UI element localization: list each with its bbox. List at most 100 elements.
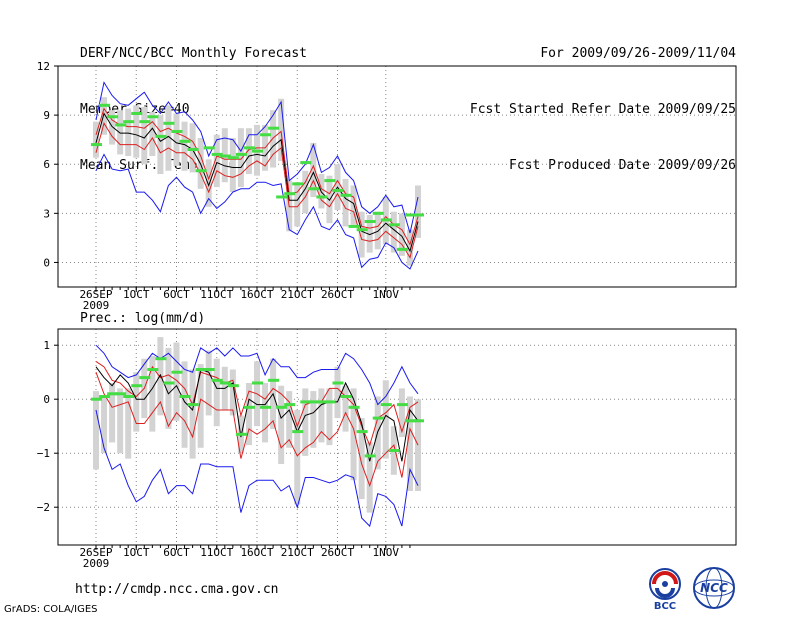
temp-median-marker [356, 228, 368, 232]
prec-median-marker [413, 419, 424, 423]
temp-xtick-label: 21OCT [281, 288, 314, 301]
prec-plot-frame [57, 328, 737, 546]
prec-ytick-label: −2 [37, 501, 50, 514]
temp-median-marker [243, 146, 255, 150]
prec-range-bar [181, 361, 188, 448]
temp-median-marker [163, 121, 175, 125]
temp-xtick-label: 16OCT [240, 288, 273, 301]
temp-range-bar [213, 134, 220, 188]
temp-median-marker [187, 147, 199, 151]
prec-median-marker [219, 381, 231, 385]
prec-median-marker [99, 395, 111, 398]
prec-range-bar [326, 388, 333, 446]
prec-range-bar [334, 366, 341, 419]
prec-median-marker [388, 449, 400, 452]
prec-median-marker [284, 403, 296, 407]
temp-xtick-label: 26OCT [321, 288, 354, 301]
temp-range-bar [101, 97, 108, 135]
prec-xtick-label: 6OCT [163, 546, 190, 559]
prec-median-marker [268, 378, 280, 382]
temp-median-marker [131, 111, 143, 115]
prec-median-marker [324, 400, 336, 404]
prec-lower-line [95, 372, 419, 488]
temp-range-bar [278, 98, 285, 161]
prec-range-bar [406, 396, 413, 491]
temp-median-marker [147, 115, 159, 119]
prec-median-marker [211, 378, 223, 382]
temp-range-bar [342, 178, 349, 227]
temp-range-bar [125, 108, 132, 157]
temp-median-marker [235, 152, 247, 156]
prec-range-bar [229, 369, 236, 416]
header-right: For 2009/09/26-2009/11/04 Fcst Started R… [470, 9, 736, 195]
temp-xtick-label: 11OCT [200, 288, 233, 301]
prec-range-bar [286, 391, 293, 448]
temp-range-bar [398, 213, 405, 256]
prec-range-bar [173, 342, 180, 421]
temp-median-marker [211, 152, 223, 156]
prec-range-bar [101, 396, 108, 454]
prec-median-marker [332, 381, 344, 385]
prec-range-bar [398, 388, 405, 437]
prec-median-marker [203, 368, 215, 371]
temp-range-bar [406, 229, 413, 266]
prec-xtick-label: 11OCT [200, 546, 233, 559]
prec-median-marker [292, 430, 304, 434]
prec-median-marker [252, 381, 263, 385]
temp-median-marker [340, 193, 352, 197]
temp-median-marker [308, 187, 320, 191]
prec-median-marker [340, 395, 352, 398]
prec-median-marker [316, 400, 328, 404]
temp-range-bar [117, 110, 124, 155]
temp-median-marker [300, 161, 312, 165]
prec-median-marker [260, 405, 272, 409]
prec-min-line [95, 409, 419, 528]
prec-range-bar [318, 388, 325, 443]
temp-range-bar [109, 110, 116, 145]
prec-median-marker [131, 384, 143, 388]
temp-range-bar [245, 128, 252, 175]
prec-median-marker [155, 357, 167, 361]
prec-range-bar [197, 364, 204, 448]
ncc-logo-icon: NCC [693, 567, 735, 609]
prec-ytick-label: 1 [43, 339, 50, 352]
source-url[interactable]: http://cmdp.ncc.cma.gov.cn [75, 582, 279, 597]
temp-range-bar [415, 185, 421, 238]
prec-range-bar [366, 442, 373, 513]
prec-range-bar [342, 385, 349, 432]
temp-range-bar [133, 105, 140, 158]
temp-median-marker [195, 169, 207, 173]
temp-range-bar [366, 214, 373, 253]
prec-xtick-label: 26OCT [321, 546, 354, 559]
prec-range-bar [278, 385, 285, 464]
prec-median-marker [123, 395, 135, 398]
prec-median-marker [300, 400, 312, 404]
prec-range-bar [205, 350, 212, 416]
prec-range-bar [189, 369, 196, 459]
prec-median-marker [171, 370, 183, 374]
temp-median-marker [276, 195, 288, 199]
forecast-period: For 2009/09/26-2009/11/04 [540, 46, 736, 61]
prec-xtick-label: 21OCT [281, 546, 314, 559]
prec-range-bar [350, 388, 357, 481]
prec-median-marker [147, 368, 159, 371]
temp-median-marker [179, 139, 191, 143]
temp-median-marker [227, 156, 239, 160]
temp-xtick-sublabel: 2009 [83, 299, 110, 312]
prec-median-marker [396, 403, 408, 407]
prec-median-marker [227, 384, 239, 388]
temp-xtick-label: 1OCT [123, 288, 150, 301]
temp-median-marker [380, 218, 392, 222]
prec-range-bar [117, 388, 124, 454]
temp-median-marker [155, 134, 167, 138]
bcc-logo-icon: BCC [649, 568, 681, 611]
prec-median-marker [243, 405, 255, 409]
prec-median-marker [195, 368, 207, 371]
temp-max-line [95, 81, 419, 234]
prec-xtick-sublabel: 2009 [83, 557, 110, 570]
temp-min-line [95, 153, 419, 270]
temp-median-marker [413, 213, 424, 217]
temp-median-marker [252, 149, 263, 153]
prec-range-bar [245, 383, 252, 446]
